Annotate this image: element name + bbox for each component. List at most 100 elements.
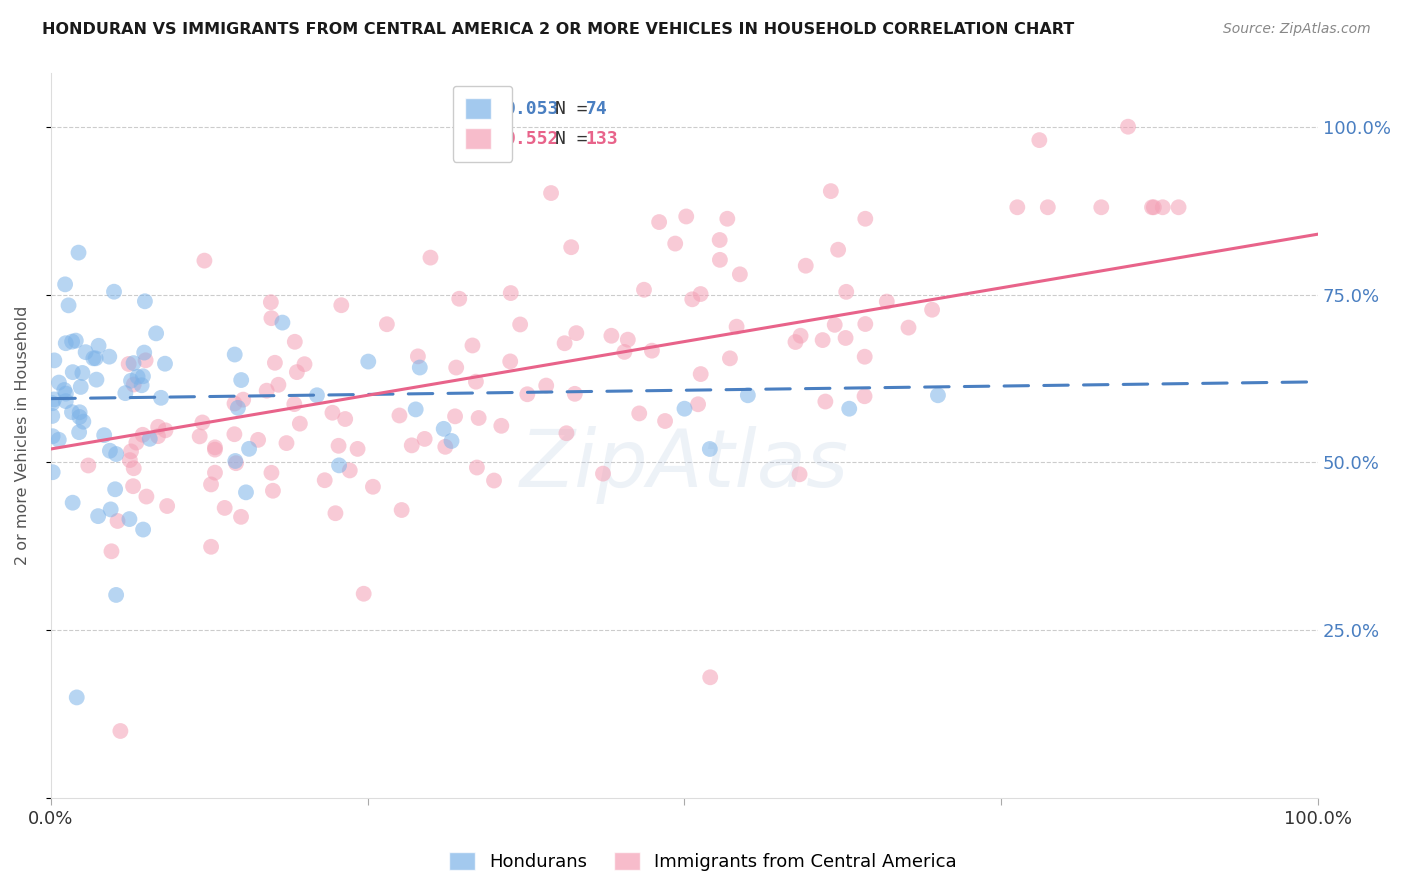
Point xyxy=(709,252,731,267)
Text: N =: N = xyxy=(555,100,599,118)
Point xyxy=(134,294,156,309)
Point xyxy=(134,345,156,359)
Point xyxy=(294,357,316,371)
Point xyxy=(191,416,214,430)
Point xyxy=(105,447,128,461)
Point xyxy=(699,442,721,456)
Point xyxy=(98,350,121,364)
Point xyxy=(247,433,270,447)
Point xyxy=(146,429,169,443)
Point xyxy=(100,502,122,516)
Point xyxy=(146,420,169,434)
Point xyxy=(256,384,278,398)
Point xyxy=(499,286,522,301)
Point xyxy=(814,394,837,409)
Point xyxy=(461,338,484,352)
Legend: Hondurans, Immigrants from Central America: Hondurans, Immigrants from Central Ameri… xyxy=(443,845,963,879)
Point xyxy=(122,377,145,392)
Point xyxy=(214,500,236,515)
Point xyxy=(405,402,427,417)
Text: R =: R = xyxy=(472,129,516,147)
Point xyxy=(114,386,136,401)
Point xyxy=(284,334,307,349)
Point xyxy=(628,406,651,420)
Point xyxy=(260,311,283,326)
Point xyxy=(87,339,110,353)
Point xyxy=(921,302,943,317)
Point xyxy=(675,210,697,224)
Text: ZipAtlas: ZipAtlas xyxy=(520,425,849,504)
Point xyxy=(927,388,949,402)
Point xyxy=(235,485,257,500)
Text: 74: 74 xyxy=(586,100,607,118)
Point xyxy=(127,369,149,384)
Point xyxy=(60,405,83,419)
Point xyxy=(224,347,246,361)
Point xyxy=(1152,200,1174,214)
Point xyxy=(325,506,347,520)
Point xyxy=(401,438,423,452)
Point xyxy=(65,334,87,348)
Point xyxy=(681,293,703,307)
Point xyxy=(654,414,676,428)
Point xyxy=(67,245,90,260)
Point xyxy=(120,444,142,458)
Point xyxy=(1143,200,1166,214)
Point xyxy=(204,442,226,457)
Point xyxy=(328,439,350,453)
Point xyxy=(48,433,70,447)
Point xyxy=(835,285,858,299)
Point xyxy=(467,411,489,425)
Point xyxy=(328,458,350,473)
Point xyxy=(55,336,77,351)
Point xyxy=(1140,200,1163,214)
Point xyxy=(122,461,145,475)
Point xyxy=(664,236,686,251)
Point xyxy=(118,453,141,467)
Point xyxy=(785,334,807,349)
Point xyxy=(1090,200,1112,214)
Point xyxy=(283,397,305,411)
Point xyxy=(229,509,252,524)
Point xyxy=(613,344,636,359)
Point xyxy=(139,432,162,446)
Point xyxy=(433,422,456,436)
Point xyxy=(789,328,811,343)
Point xyxy=(330,298,353,312)
Point xyxy=(103,285,125,299)
Point xyxy=(335,412,357,426)
Point xyxy=(153,357,176,371)
Point xyxy=(853,389,876,403)
Point xyxy=(699,670,721,684)
Point xyxy=(224,427,246,442)
Point xyxy=(444,409,467,424)
Point xyxy=(44,353,66,368)
Point xyxy=(42,392,65,407)
Point xyxy=(406,350,429,364)
Point xyxy=(449,292,471,306)
Point xyxy=(204,441,226,455)
Point xyxy=(834,331,856,345)
Point xyxy=(62,365,84,379)
Point xyxy=(1116,120,1139,134)
Point xyxy=(897,320,920,334)
Point xyxy=(262,483,284,498)
Point xyxy=(122,356,145,370)
Point xyxy=(107,514,129,528)
Point xyxy=(853,317,876,331)
Text: 0.053: 0.053 xyxy=(505,100,560,118)
Point xyxy=(86,373,108,387)
Point xyxy=(482,474,505,488)
Point xyxy=(648,215,671,229)
Point xyxy=(824,318,846,332)
Point xyxy=(200,477,222,491)
Point xyxy=(434,440,457,454)
Point xyxy=(77,458,100,473)
Point xyxy=(413,432,436,446)
Point xyxy=(876,294,898,309)
Point xyxy=(1007,200,1029,214)
Point xyxy=(271,316,294,330)
Text: R =: R = xyxy=(472,100,516,118)
Point xyxy=(145,326,167,341)
Point xyxy=(100,544,122,558)
